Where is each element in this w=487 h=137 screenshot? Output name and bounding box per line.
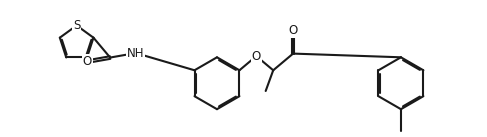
- Text: O: O: [82, 55, 92, 68]
- Text: NH: NH: [127, 47, 145, 60]
- Text: O: O: [252, 50, 261, 63]
- Text: S: S: [73, 19, 80, 32]
- Text: O: O: [288, 24, 298, 37]
